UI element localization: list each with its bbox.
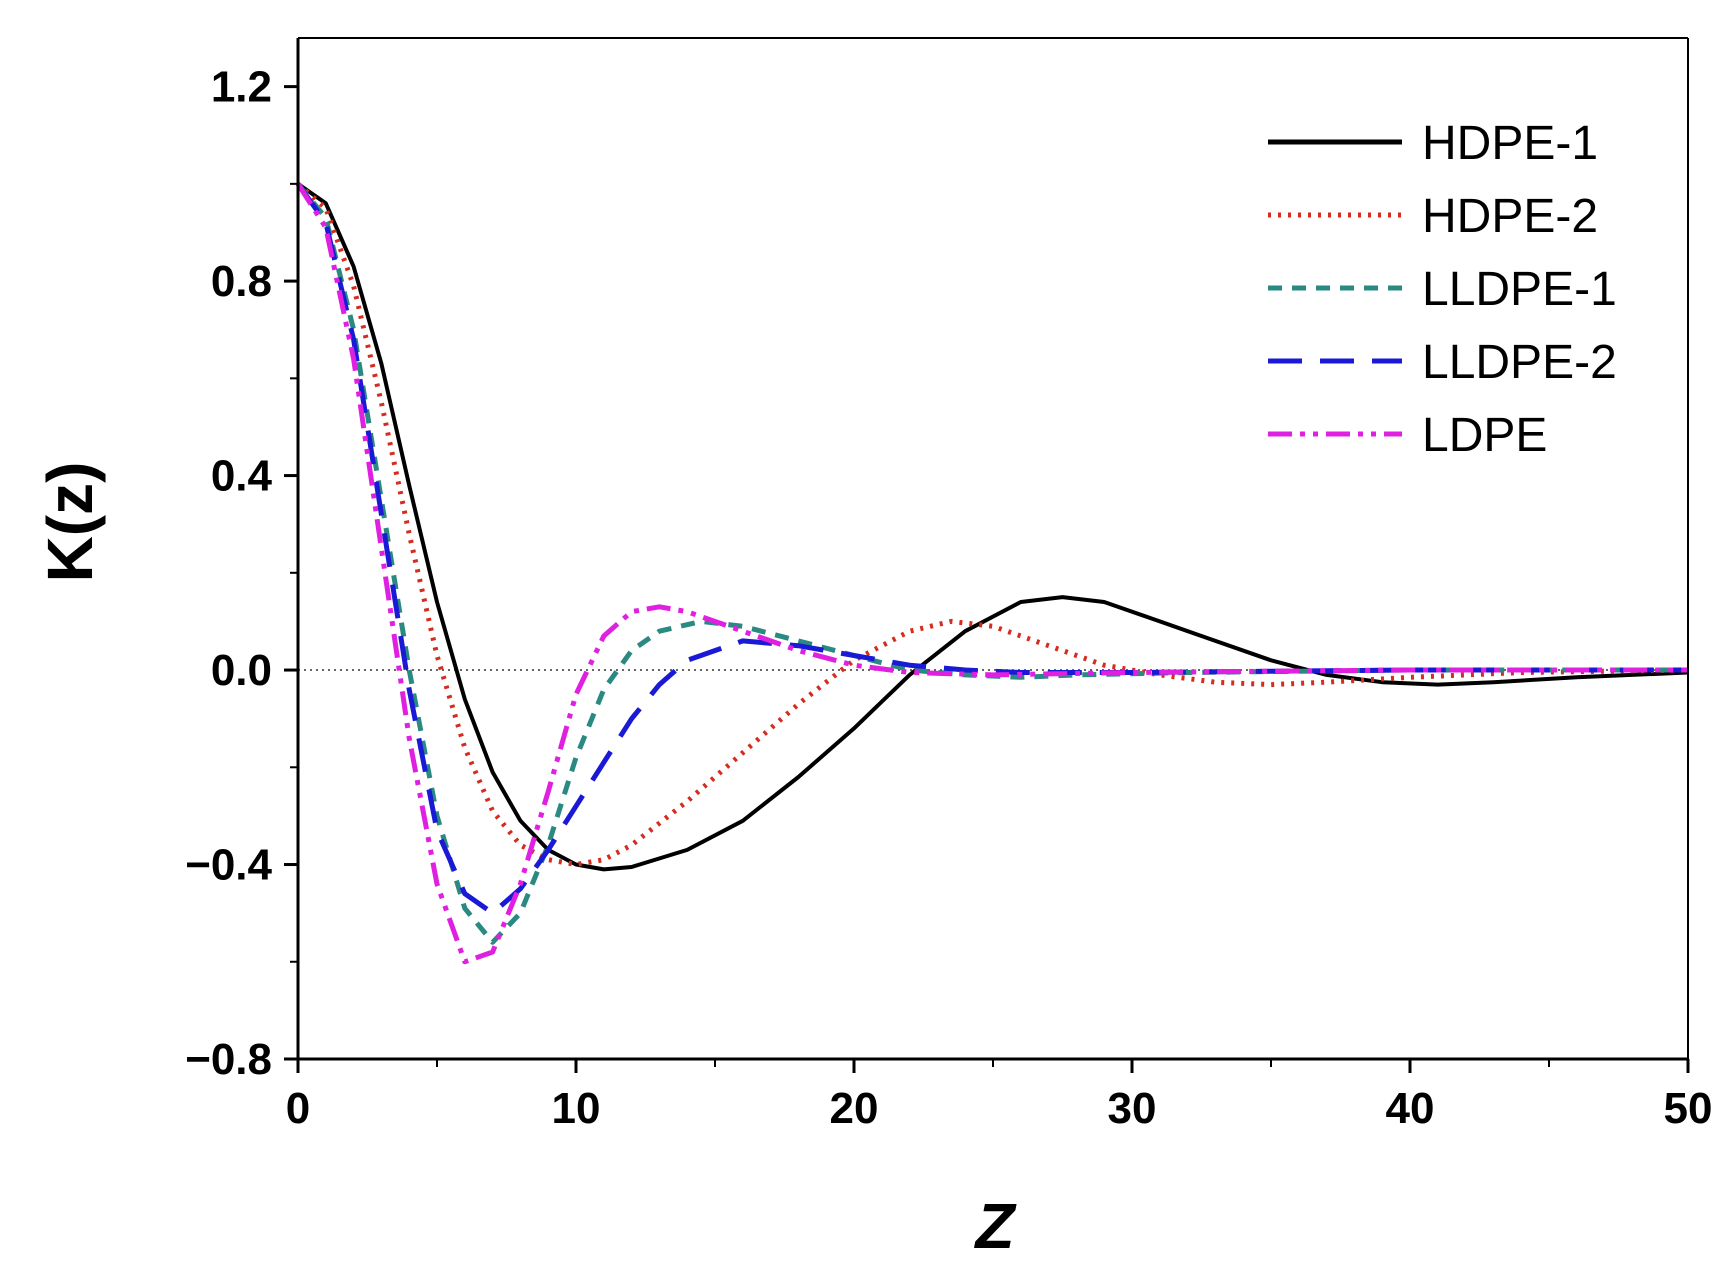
legend-label-lldpe-2: LLDPE-2 — [1422, 336, 1617, 389]
x-tick-label: 0 — [286, 1084, 310, 1133]
y-axis-title: K(z) — [34, 462, 106, 583]
series-line-lldpe-2 — [295, 182, 1688, 916]
legend-label-hdpe-1: HDPE-1 — [1422, 117, 1598, 170]
x-tick-label: 40 — [1386, 1084, 1435, 1133]
y-tick-label: −0.4 — [185, 841, 272, 890]
series-line-lldpe-1 — [296, 182, 1688, 945]
x-tick-label: 20 — [830, 1084, 879, 1133]
legend-label-hdpe-2: HDPE-2 — [1422, 190, 1598, 243]
y-tick-label: 0.4 — [211, 452, 273, 501]
y-tick-label: 0.8 — [211, 257, 272, 306]
series-line-ldpe — [295, 182, 1688, 965]
legend: HDPE-1 HDPE-2 LLDPE-1 LLDPE-2 LDPE — [1268, 117, 1617, 462]
ticks-layer: 0 10 20 30 40 50 −0.8 −0.4 0.0 0.4 0.8 1.2 — [185, 63, 1712, 1133]
x-axis-title: Z — [973, 1190, 1017, 1262]
y-tick-label: 1.2 — [211, 63, 272, 112]
series-line-hdpe-2 — [296, 182, 1689, 867]
series-line-hdpe-1 — [296, 182, 1689, 872]
y-tick-label: −0.8 — [185, 1035, 272, 1084]
x-tick-label: 30 — [1108, 1084, 1157, 1133]
x-tick-label: 10 — [552, 1084, 601, 1133]
y-tick-label: 0.0 — [211, 646, 272, 695]
legend-label-lldpe-1: LLDPE-1 — [1422, 263, 1617, 316]
legend-label-ldpe: LDPE — [1422, 409, 1547, 462]
series-layer — [295, 182, 1689, 965]
x-tick-label: 50 — [1664, 1084, 1713, 1133]
